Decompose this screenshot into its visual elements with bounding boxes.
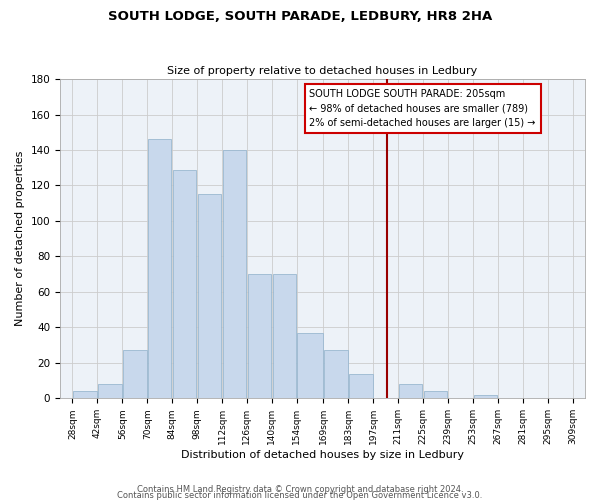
Text: SOUTH LODGE, SOUTH PARADE, LEDBURY, HR8 2HA: SOUTH LODGE, SOUTH PARADE, LEDBURY, HR8 …: [108, 10, 492, 23]
Bar: [73, 392, 97, 398]
Bar: [324, 350, 347, 399]
Bar: [399, 384, 422, 398]
Bar: [424, 392, 447, 398]
Bar: [148, 140, 172, 398]
Bar: [123, 350, 146, 399]
Bar: [248, 274, 271, 398]
Text: Contains public sector information licensed under the Open Government Licence v3: Contains public sector information licen…: [118, 490, 482, 500]
Bar: [98, 384, 122, 398]
Bar: [473, 395, 497, 398]
Text: Contains HM Land Registry data © Crown copyright and database right 2024.: Contains HM Land Registry data © Crown c…: [137, 484, 463, 494]
Bar: [198, 194, 221, 398]
Title: Size of property relative to detached houses in Ledbury: Size of property relative to detached ho…: [167, 66, 478, 76]
Text: SOUTH LODGE SOUTH PARADE: 205sqm
← 98% of detached houses are smaller (789)
2% o: SOUTH LODGE SOUTH PARADE: 205sqm ← 98% o…: [310, 88, 536, 128]
Bar: [173, 170, 196, 398]
Y-axis label: Number of detached properties: Number of detached properties: [15, 151, 25, 326]
Bar: [298, 332, 323, 398]
Bar: [223, 150, 246, 398]
Bar: [349, 374, 373, 398]
Bar: [272, 274, 296, 398]
X-axis label: Distribution of detached houses by size in Ledbury: Distribution of detached houses by size …: [181, 450, 464, 460]
